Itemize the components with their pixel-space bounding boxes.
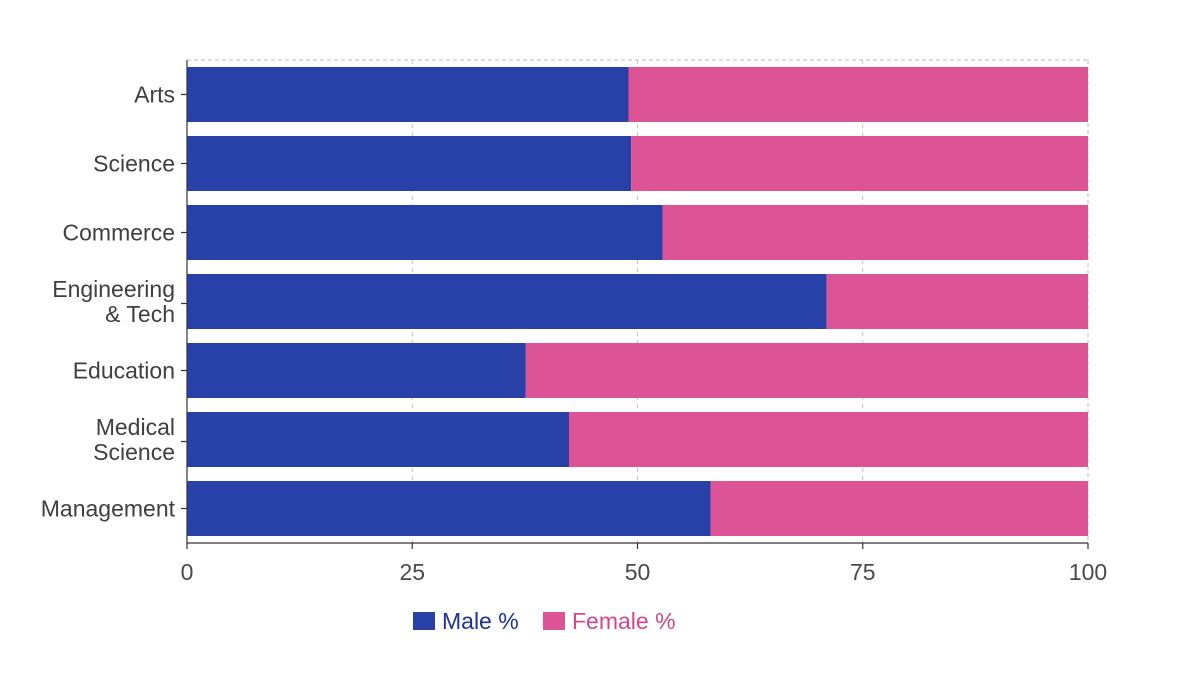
category-label: & Tech <box>105 301 175 327</box>
category-label: Arts <box>134 82 175 108</box>
bar-female-commerce <box>662 205 1088 260</box>
category-label: Education <box>73 358 175 384</box>
x-tick-label: 25 <box>399 559 425 585</box>
x-tick-label: 100 <box>1069 559 1107 585</box>
bar-female-education <box>525 343 1088 398</box>
bar-female-medical-science <box>569 412 1088 467</box>
bar-male-engineering-tech <box>187 274 827 329</box>
legend-swatch-female <box>543 612 565 630</box>
bars <box>187 67 1088 536</box>
bar-male-arts <box>187 67 629 122</box>
category-label: Engineering <box>52 276 175 302</box>
bar-male-commerce <box>187 205 663 260</box>
x-tick-label: 50 <box>625 559 651 585</box>
bar-female-science <box>631 136 1088 191</box>
axes: 0 25 50 75 100 Arts Science Commerce Engineering… <box>41 60 1107 585</box>
category-label: Science <box>93 151 175 177</box>
legend: Male % Female % <box>413 608 676 634</box>
bar-male-education <box>187 343 526 398</box>
legend-label-male: Male % <box>442 608 519 634</box>
legend-label-female: Female % <box>572 608 676 634</box>
bar-female-arts <box>628 67 1088 122</box>
bar-male-medical-science <box>187 412 570 467</box>
category-label: Management <box>41 496 176 522</box>
x-tick-label: 0 <box>181 559 194 585</box>
category-label: Science <box>93 439 175 465</box>
bar-female-management <box>710 481 1088 536</box>
x-tick-label: 75 <box>850 559 876 585</box>
bar-male-science <box>187 136 632 191</box>
bar-female-engineering-tech <box>826 274 1088 329</box>
category-label: Medical <box>96 414 175 440</box>
legend-swatch-male <box>413 612 435 630</box>
bar-male-management <box>187 481 711 536</box>
category-label: Commerce <box>63 220 175 246</box>
